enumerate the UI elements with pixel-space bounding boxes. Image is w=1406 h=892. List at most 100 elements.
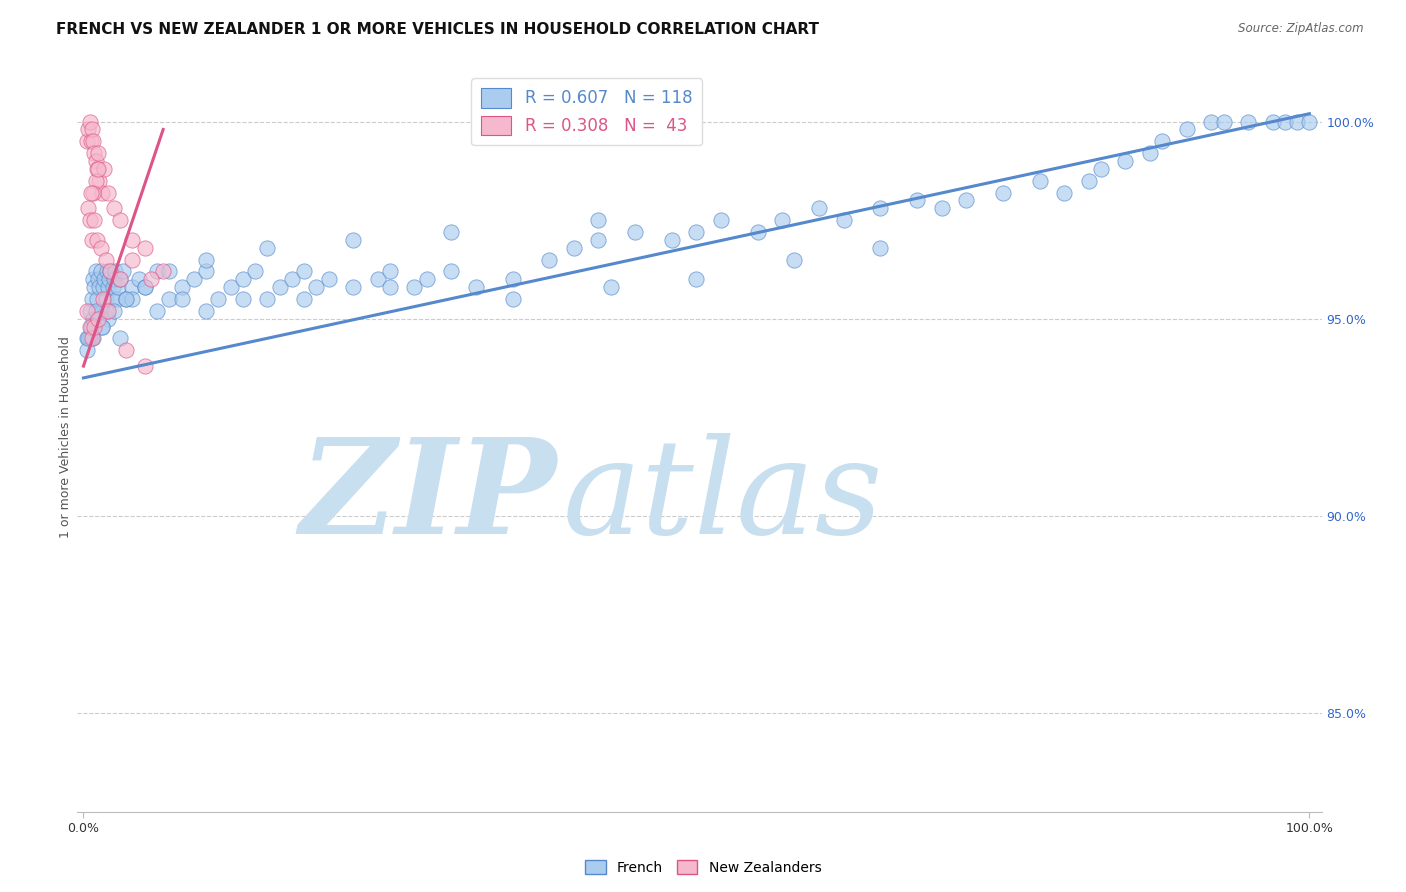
Point	[87, 272, 110, 286]
Point	[281, 272, 304, 286]
Point	[82, 272, 104, 286]
Point	[1212, 114, 1234, 128]
Point	[869, 241, 891, 255]
Point	[77, 122, 100, 136]
Point	[128, 272, 150, 286]
Point	[1175, 122, 1198, 136]
Point	[90, 241, 112, 255]
Point	[661, 233, 683, 247]
Text: ZIP: ZIP	[299, 433, 557, 562]
Point	[89, 280, 111, 294]
Point	[87, 161, 110, 176]
Point	[134, 280, 156, 294]
Point	[80, 319, 103, 334]
Legend: R = 0.607   N = 118, R = 0.308   N =  43: R = 0.607 N = 118, R = 0.308 N = 43	[471, 78, 703, 145]
Point	[378, 264, 401, 278]
Point	[869, 202, 891, 216]
Point	[1077, 174, 1099, 188]
Point	[86, 292, 108, 306]
Text: FRENCH VS NEW ZEALANDER 1 OR MORE VEHICLES IN HOUSEHOLD CORRELATION CHART: FRENCH VS NEW ZEALANDER 1 OR MORE VEHICL…	[56, 22, 820, 37]
Point	[86, 161, 108, 176]
Point	[232, 272, 254, 286]
Point	[90, 319, 112, 334]
Point	[502, 272, 524, 286]
Point	[84, 264, 107, 278]
Point	[710, 213, 733, 227]
Point	[1152, 134, 1174, 148]
Point	[90, 264, 112, 278]
Point	[832, 213, 855, 227]
Point	[931, 202, 953, 216]
Point	[134, 280, 156, 294]
Point	[76, 134, 98, 148]
Point	[219, 280, 242, 294]
Point	[770, 213, 793, 227]
Point	[599, 280, 621, 294]
Point	[157, 264, 180, 278]
Point	[139, 272, 162, 286]
Point	[97, 304, 120, 318]
Point	[905, 194, 928, 208]
Point	[121, 280, 143, 294]
Legend: French, New Zealanders: French, New Zealanders	[579, 855, 827, 880]
Point	[464, 280, 486, 294]
Point	[538, 252, 561, 267]
Point	[256, 241, 278, 255]
Point	[76, 343, 98, 358]
Point	[243, 264, 266, 278]
Point	[89, 174, 111, 188]
Point	[115, 292, 138, 306]
Point	[79, 114, 101, 128]
Point	[146, 304, 169, 318]
Point	[292, 264, 315, 278]
Point	[305, 280, 328, 294]
Point	[104, 264, 127, 278]
Point	[588, 213, 610, 227]
Point	[93, 272, 115, 286]
Point	[110, 272, 132, 286]
Point	[110, 272, 132, 286]
Point	[991, 186, 1014, 200]
Point	[342, 280, 364, 294]
Point	[1298, 114, 1320, 128]
Point	[80, 292, 103, 306]
Point	[440, 264, 463, 278]
Point	[87, 146, 110, 161]
Point	[76, 304, 98, 318]
Point	[86, 233, 108, 247]
Point	[269, 280, 291, 294]
Point	[98, 272, 121, 286]
Point	[115, 292, 138, 306]
Point	[82, 331, 104, 345]
Point	[195, 304, 218, 318]
Point	[1053, 186, 1076, 200]
Point	[100, 264, 122, 278]
Point	[77, 331, 100, 345]
Point	[367, 272, 389, 286]
Point	[121, 292, 143, 306]
Point	[83, 319, 105, 334]
Point	[404, 280, 426, 294]
Point	[97, 311, 120, 326]
Point	[84, 154, 107, 169]
Point	[79, 304, 101, 318]
Point	[103, 304, 125, 318]
Point	[1274, 114, 1296, 128]
Point	[183, 272, 205, 286]
Point	[318, 272, 340, 286]
Point	[79, 213, 101, 227]
Point	[80, 134, 103, 148]
Point	[685, 225, 707, 239]
Point	[440, 225, 463, 239]
Point	[502, 292, 524, 306]
Point	[84, 174, 107, 188]
Point	[808, 202, 831, 216]
Point	[84, 304, 107, 318]
Point	[292, 292, 315, 306]
Point	[100, 264, 122, 278]
Point	[80, 319, 103, 334]
Point	[76, 331, 98, 345]
Point	[170, 292, 193, 306]
Point	[1201, 114, 1223, 128]
Point	[80, 122, 103, 136]
